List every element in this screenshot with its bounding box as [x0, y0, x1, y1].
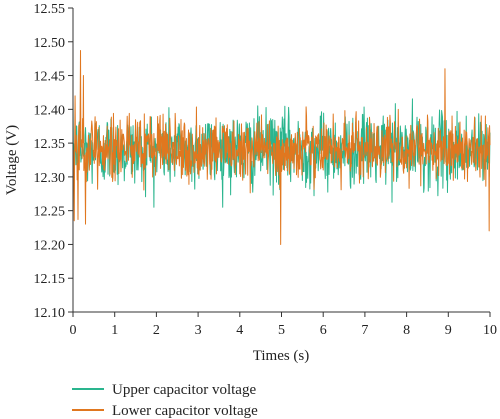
- x-axis-label: Times (s): [253, 348, 310, 364]
- y-tick-label: 12.10: [34, 306, 66, 321]
- x-tick-label: 3: [195, 323, 202, 338]
- y-tick-label: 12.20: [34, 238, 66, 253]
- x-tick-label: 4: [236, 323, 243, 338]
- legend-label-upper: Upper capacitor voltage: [112, 382, 256, 398]
- x-tick-label: 1: [111, 323, 118, 338]
- legend-label-lower: Lower capacitor voltage: [112, 403, 258, 419]
- x-tick-label: 6: [320, 323, 327, 338]
- legend: Upper capacitor voltage Lower capacitor …: [72, 382, 258, 419]
- y-ticks: 12.10 12.15 12.20 12.25 12.30 12.35 12.40 12.45…: [34, 2, 73, 321]
- axes: 12.10 12.15 12.20 12.25 12.30 12.35 12.40 12.45…: [34, 2, 498, 338]
- x-tick-label: 9: [445, 323, 452, 338]
- y-tick-label: 12.25: [34, 205, 66, 220]
- y-tick-label: 12.35: [34, 137, 66, 152]
- x-tick-label: 5: [278, 323, 285, 338]
- x-tick-label: 8: [403, 323, 410, 338]
- x-tick-label: 0: [70, 323, 77, 338]
- y-axis-label: Voltage (V): [4, 125, 20, 195]
- plot-area: [72, 50, 491, 245]
- y-tick-label: 12.50: [34, 36, 66, 51]
- x-tick-label: 10: [483, 323, 497, 338]
- x-ticks: 0 1 2 3 4 5 6 7 8 9 10: [70, 312, 497, 338]
- series-line-lower: [72, 50, 491, 245]
- series-layer: [72, 50, 491, 245]
- y-tick-label: 12.40: [34, 103, 66, 118]
- x-tick-label: 7: [361, 323, 368, 338]
- y-tick-label: 12.55: [34, 2, 66, 17]
- y-tick-label: 12.15: [34, 272, 66, 287]
- y-tick-label: 12.45: [34, 70, 66, 85]
- y-tick-label: 12.30: [34, 171, 66, 186]
- x-tick-label: 2: [153, 323, 160, 338]
